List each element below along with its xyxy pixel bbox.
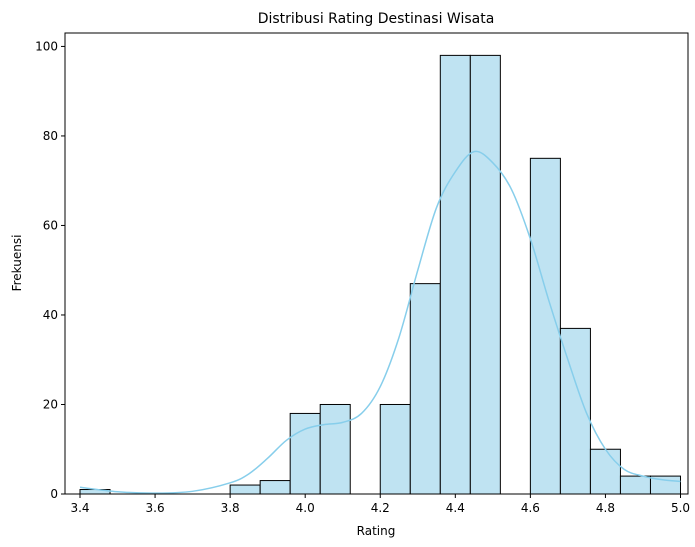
x-tick-label: 3.8 (221, 501, 240, 515)
y-tick-label: 20 (43, 397, 58, 411)
y-tick-label: 80 (43, 129, 58, 143)
x-tick-label: 5.0 (671, 501, 690, 515)
x-tick-label: 4.0 (296, 501, 315, 515)
kde-curve (79, 150, 681, 494)
y-tick-label: 40 (43, 308, 58, 322)
histogram-bar (589, 448, 621, 495)
y-axis-ticks: 0 20 40 60 80 100 (35, 39, 65, 501)
plot-frame (64, 32, 689, 495)
histogram-bar (409, 283, 441, 495)
x-tick-label: 4.4 (446, 501, 465, 515)
x-tick-label: 3.4 (70, 501, 89, 515)
histogram-bar (469, 54, 501, 495)
histogram-bar (229, 484, 261, 495)
y-tick-label: 0 (50, 487, 58, 501)
x-axis-label: Rating (357, 524, 396, 538)
histogram-bar (379, 403, 411, 495)
chart-title: Distribusi Rating Destinasi Wisata (258, 11, 495, 27)
histogram-bar (439, 54, 471, 495)
x-tick-label: 4.2 (371, 501, 390, 515)
histogram-bar (259, 480, 291, 495)
histogram-bar (619, 475, 651, 495)
histogram-bar (319, 403, 351, 495)
x-tick-label: 4.6 (521, 501, 540, 515)
y-tick-label: 100 (35, 39, 58, 53)
y-axis-label: Frekuensi (10, 235, 24, 292)
histogram-bars (79, 54, 681, 495)
histogram-bar (529, 157, 561, 495)
x-tick-label: 4.8 (596, 501, 615, 515)
y-tick-label: 60 (43, 218, 58, 232)
x-axis-ticks: 3.4 3.6 3.8 4.0 4.2 4.4 4.6 4.8 5.0 (70, 494, 690, 515)
x-tick-label: 3.6 (146, 501, 165, 515)
